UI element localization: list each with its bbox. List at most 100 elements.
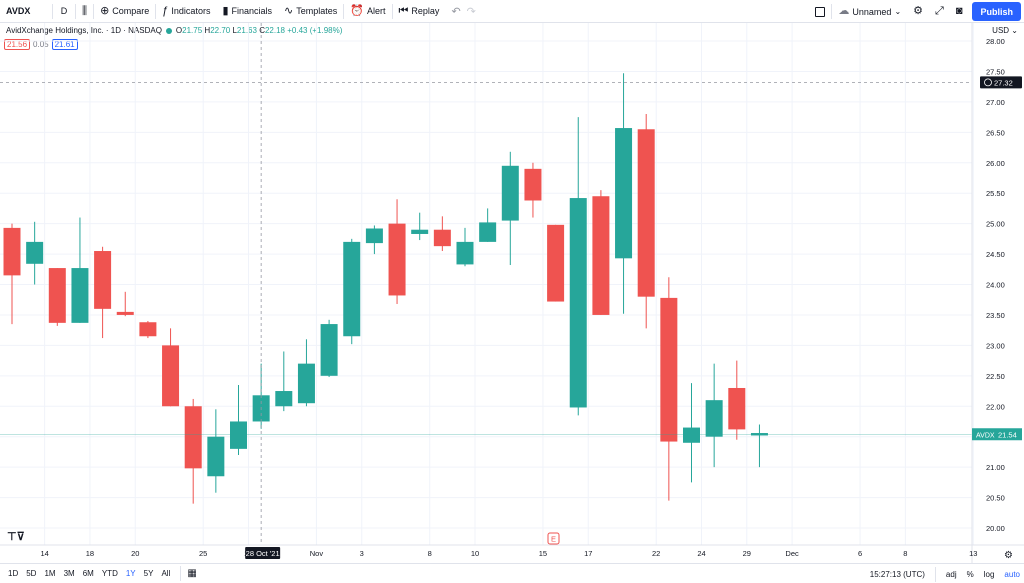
divider: [93, 3, 95, 19]
go-to-date-button[interactable]: ▦: [187, 568, 197, 579]
candles-icon: ⫼: [82, 4, 88, 17]
time-tick-label: Nov: [310, 549, 324, 558]
interval-button[interactable]: D: [60, 6, 68, 16]
candle-up: [297, 339, 315, 407]
range-button-6m[interactable]: 6M: [82, 569, 94, 578]
time-tick-label: Dec: [785, 549, 799, 558]
price-chart[interactable]: E⊤⊽ 20.0020.5021.0021.5022.0022.5023.002…: [0, 23, 1024, 563]
alert-label: Alert: [367, 6, 386, 16]
time-tick-label: 25: [199, 549, 207, 558]
fullscreen-icon: ⤢: [935, 5, 944, 17]
candle-body: [297, 363, 315, 404]
gear-icon[interactable]: ⚙: [1004, 550, 1013, 561]
range-button-1y[interactable]: 1Y: [125, 569, 136, 578]
spread-value: 0.05: [33, 40, 49, 49]
layout-name: Unnamed: [852, 6, 892, 17]
candle-body: [479, 222, 497, 242]
range-button-1d[interactable]: 1D: [8, 569, 19, 578]
symbol-title[interactable]: AvidXchange Holdings, Inc. · 1D · NASDAQ: [6, 26, 162, 35]
symbol-search-button[interactable]: AVDX: [6, 6, 31, 16]
candle-body: [705, 400, 723, 437]
candle-body: [116, 311, 134, 315]
candle-down: [94, 246, 112, 339]
time-axis[interactable]: 1418202527Nov38101517222429Dec681328 Oct…: [0, 544, 1024, 561]
candle-body: [320, 324, 338, 376]
candle-body: [139, 322, 157, 337]
low-value: 21.63: [236, 26, 257, 35]
indicators-button[interactable]: ƒ Indicators: [156, 0, 216, 23]
publish-button[interactable]: Publish: [972, 2, 1021, 21]
high-value: 22.70: [210, 26, 231, 35]
chevron-down-icon: ⌄: [1011, 26, 1018, 35]
range-button-3m[interactable]: 3M: [63, 569, 75, 578]
open-value: 21.75: [182, 26, 203, 35]
candle-down: [728, 360, 746, 440]
clock-time[interactable]: 15:27:13 (UTC): [869, 569, 925, 579]
select-layout-checkbox[interactable]: [809, 0, 831, 23]
price-tick-label: 27.50: [986, 67, 1005, 76]
fullscreen-button[interactable]: ⤢: [929, 0, 950, 23]
log-toggle[interactable]: log: [983, 569, 995, 579]
sell-button[interactable]: 21.56: [4, 39, 31, 50]
candles: [3, 73, 768, 504]
candle-body: [433, 229, 451, 247]
range-button-5d[interactable]: 5D: [26, 569, 37, 578]
candle-up: [207, 409, 225, 493]
market-status-icon[interactable]: [165, 27, 172, 34]
candle-down: [592, 190, 610, 315]
replay-button[interactable]: ⏮ Replay: [393, 0, 446, 23]
candle-down: [547, 224, 565, 302]
snapshot-button[interactable]: ◙: [950, 0, 969, 23]
candle-down: [433, 216, 451, 252]
time-tick-label: 8: [903, 549, 907, 558]
settings-button[interactable]: ⚙: [907, 0, 929, 23]
compare-label: Compare: [112, 6, 150, 16]
price-axis[interactable]: 20.0020.5021.0021.5022.0022.5023.0023.50…: [971, 23, 1022, 563]
currency-label: USD: [992, 26, 1010, 35]
percent-toggle[interactable]: %: [966, 569, 974, 579]
price-tick-label: 26.00: [986, 159, 1005, 168]
candle-body: [547, 224, 565, 302]
price-tick-label: 20.50: [986, 494, 1005, 503]
candle-down: [48, 268, 66, 326]
compare-button[interactable]: ⊕ Compare: [94, 0, 155, 23]
candle-body: [48, 268, 66, 323]
candle-body: [388, 223, 406, 296]
replay-label: Replay: [411, 6, 440, 16]
alert-button[interactable]: ⏰ Alert: [344, 0, 391, 23]
divider: [155, 3, 157, 19]
earnings-marker[interactable]: E: [547, 532, 560, 545]
candle-body: [365, 228, 383, 244]
time-tick-label: 3: [360, 549, 364, 558]
auto-scale-toggle[interactable]: auto: [1004, 569, 1020, 579]
range-button-ytd[interactable]: YTD: [101, 569, 118, 578]
financials-button[interactable]: ▮ Financials: [216, 0, 278, 23]
undo-button[interactable]: ↶: [445, 0, 466, 23]
candle-body: [569, 198, 587, 408]
buy-button[interactable]: 21.61: [51, 39, 78, 50]
candle-body: [230, 421, 247, 449]
layout-name-button[interactable]: ☁ Unnamed ⌄: [832, 0, 907, 23]
price-tick-label: 28.00: [986, 37, 1005, 46]
price-tick-label: 26.50: [986, 128, 1005, 137]
chart-style-button[interactable]: ⫼: [76, 0, 93, 23]
range-button-all[interactable]: All: [161, 569, 171, 578]
candle-up: [615, 73, 633, 314]
candle-body: [207, 436, 225, 477]
price-tick-label: 21.00: [986, 463, 1005, 472]
chevron-down-icon: ⌄: [894, 7, 902, 16]
range-button-1m[interactable]: 1M: [44, 569, 56, 578]
templates-label: Templates: [296, 6, 338, 16]
adjust-toggle[interactable]: adj: [945, 569, 957, 579]
gear-icon: ⚙: [913, 5, 924, 17]
templates-icon: ∿: [284, 4, 294, 17]
plus-circle-icon: [984, 78, 992, 87]
bottom-right-group: 15:27:13 (UTC) adj % log auto: [870, 564, 1020, 583]
earnings-marker-bg: [547, 532, 560, 545]
currency-selector[interactable]: USD ⌄: [992, 26, 1018, 35]
templates-button[interactable]: ∿ Templates: [278, 0, 343, 23]
candle-up: [343, 238, 361, 345]
candle-up: [456, 227, 474, 267]
redo-button[interactable]: ↷: [467, 0, 482, 23]
range-button-5y[interactable]: 5Y: [143, 569, 154, 578]
